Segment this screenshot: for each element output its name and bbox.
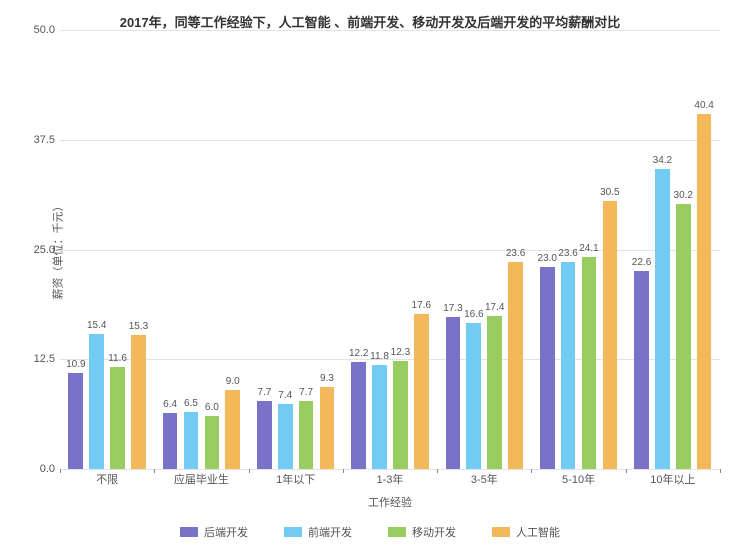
bar: 22.6: [634, 271, 649, 469]
y-tick-label: 0.0: [20, 463, 55, 475]
bar: 24.1: [582, 257, 597, 469]
bar: 12.2: [351, 362, 366, 469]
legend-swatch: [492, 527, 510, 537]
bar: 15.3: [131, 335, 146, 469]
legend: 后端开发 前端开发 移动开发 人工智能: [0, 524, 740, 540]
legend-label: 前端开发: [308, 524, 352, 540]
bar-group: 不限10.915.411.615.3: [60, 30, 154, 469]
legend-swatch: [180, 527, 198, 537]
bar-value-label: 17.3: [443, 303, 462, 314]
bar-value-label: 23.6: [558, 248, 577, 259]
bar-group: 5-10年23.023.624.130.5: [531, 30, 625, 469]
legend-label: 移动开发: [412, 524, 456, 540]
category-label: 5-10年: [531, 471, 625, 487]
bar-value-label: 23.0: [538, 253, 557, 264]
bar: 9.3: [320, 387, 335, 469]
bar: 23.0: [540, 267, 555, 469]
bar-value-label: 34.2: [653, 155, 672, 166]
bar-group: 10年以上22.634.230.240.4: [626, 30, 720, 469]
gridline: [60, 469, 720, 470]
bar-value-label: 40.4: [694, 100, 713, 111]
bar-value-label: 7.7: [299, 387, 313, 398]
bar-value-label: 15.3: [129, 321, 148, 332]
legend-item: 前端开发: [284, 524, 352, 540]
category-label: 1年以下: [249, 471, 343, 487]
bar: 23.6: [508, 262, 523, 469]
bar: 6.0: [205, 416, 220, 469]
bar-value-label: 22.6: [632, 257, 651, 268]
bar-value-label: 30.5: [600, 187, 619, 198]
bar: 7.7: [257, 401, 272, 469]
y-tick-label: 25.0: [20, 244, 55, 256]
bar-group: 3-5年17.316.617.423.6: [437, 30, 531, 469]
category-label: 3-5年: [437, 471, 531, 487]
bar-value-label: 7.4: [278, 390, 292, 401]
bar: 15.4: [89, 334, 104, 469]
y-tick-label: 37.5: [20, 134, 55, 146]
bar-value-label: 10.9: [66, 359, 85, 370]
bar-value-label: 6.4: [163, 399, 177, 410]
category-label: 10年以上: [626, 471, 720, 487]
bar: 6.5: [184, 412, 199, 469]
category-label: 1-3年: [343, 471, 437, 487]
legend-item: 后端开发: [180, 524, 248, 540]
legend-swatch: [388, 527, 406, 537]
bar: 23.6: [561, 262, 576, 469]
bar-value-label: 6.0: [205, 402, 219, 413]
y-tick-label: 50.0: [20, 24, 55, 36]
legend-item: 移动开发: [388, 524, 456, 540]
legend-item: 人工智能: [492, 524, 560, 540]
bar: 6.4: [163, 413, 178, 469]
bar-value-label: 17.4: [485, 302, 504, 313]
plot-area: 0.012.525.037.550.0不限10.915.411.615.3应届毕…: [60, 30, 720, 470]
bar: 30.5: [603, 201, 618, 469]
bar-value-label: 7.7: [257, 387, 271, 398]
bar-value-label: 9.3: [320, 373, 334, 384]
bar: 34.2: [655, 169, 670, 469]
y-tick-label: 12.5: [20, 353, 55, 365]
bar: 16.6: [466, 323, 481, 469]
bar: 7.4: [278, 404, 293, 469]
bar-group: 1-3年12.211.812.317.6: [343, 30, 437, 469]
bar-value-label: 6.5: [184, 398, 198, 409]
bar-value-label: 23.6: [506, 248, 525, 259]
bar-value-label: 9.0: [226, 376, 240, 387]
bar-value-label: 30.2: [674, 190, 693, 201]
bar-value-label: 15.4: [87, 320, 106, 331]
bar: 7.7: [299, 401, 314, 469]
category-label: 不限: [60, 471, 154, 487]
bar: 17.3: [446, 317, 461, 469]
legend-label: 后端开发: [204, 524, 248, 540]
chart-area: 薪资（单位：千元） 0.012.525.037.550.0不限10.915.41…: [60, 30, 720, 470]
legend-swatch: [284, 527, 302, 537]
bar: 11.8: [372, 365, 387, 469]
bar-group: 应届毕业生6.46.56.09.0: [154, 30, 248, 469]
bar-value-label: 24.1: [579, 243, 598, 254]
bar: 17.4: [487, 316, 502, 469]
bar: 9.0: [225, 390, 240, 469]
bar: 12.3: [393, 361, 408, 469]
category-label: 应届毕业生: [154, 471, 248, 487]
bar-group: 1年以下7.77.47.79.3: [249, 30, 343, 469]
bar-value-label: 17.6: [412, 300, 431, 311]
bar-value-label: 16.6: [464, 309, 483, 320]
bar: 30.2: [676, 204, 691, 469]
bar-value-label: 11.6: [108, 353, 127, 364]
bar-value-label: 12.3: [391, 347, 410, 358]
bar: 40.4: [697, 114, 712, 469]
legend-label: 人工智能: [516, 524, 560, 540]
bar: 10.9: [68, 373, 83, 469]
bar-value-label: 12.2: [349, 348, 368, 359]
x-axis-title: 工作经验: [60, 494, 720, 510]
bar: 17.6: [414, 314, 429, 469]
bar: 11.6: [110, 367, 125, 469]
bar-value-label: 11.8: [370, 351, 389, 362]
